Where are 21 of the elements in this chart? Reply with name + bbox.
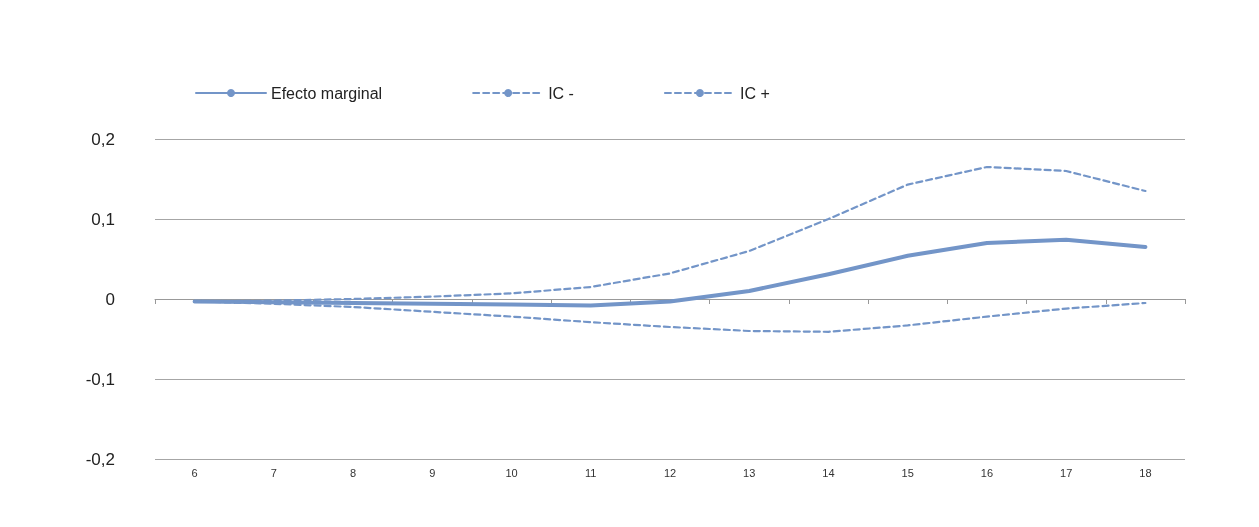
y-tick-label: -0,2 [85, 449, 115, 469]
x-tick-label: 13 [743, 466, 756, 479]
x-tick-label: 12 [663, 466, 677, 479]
legend-label: Efecto marginal [271, 84, 383, 102]
x-tick-label: 17 [1060, 466, 1073, 479]
x-tick-label: 9 [429, 466, 436, 479]
x-tick-label: 10 [505, 466, 518, 479]
x-tick-label: 14 [822, 466, 835, 479]
x-tick-label: 15 [901, 466, 914, 479]
y-tick-label: 0 [105, 289, 115, 309]
legend-label: IC - [548, 84, 574, 102]
y-tick-label: -0,1 [85, 369, 115, 389]
x-tick-label: 7 [270, 466, 277, 479]
y-tick-label: 0,2 [91, 129, 115, 149]
x-tick-label: 11 [585, 466, 597, 479]
x-tick-label: 18 [1139, 466, 1152, 479]
x-tick-label: 6 [191, 466, 198, 479]
legend-label: IC + [739, 84, 770, 102]
x-tick-label: 8 [350, 466, 357, 479]
x-tick-label: 16 [980, 466, 994, 479]
y-tick-label: 0,1 [91, 209, 115, 229]
